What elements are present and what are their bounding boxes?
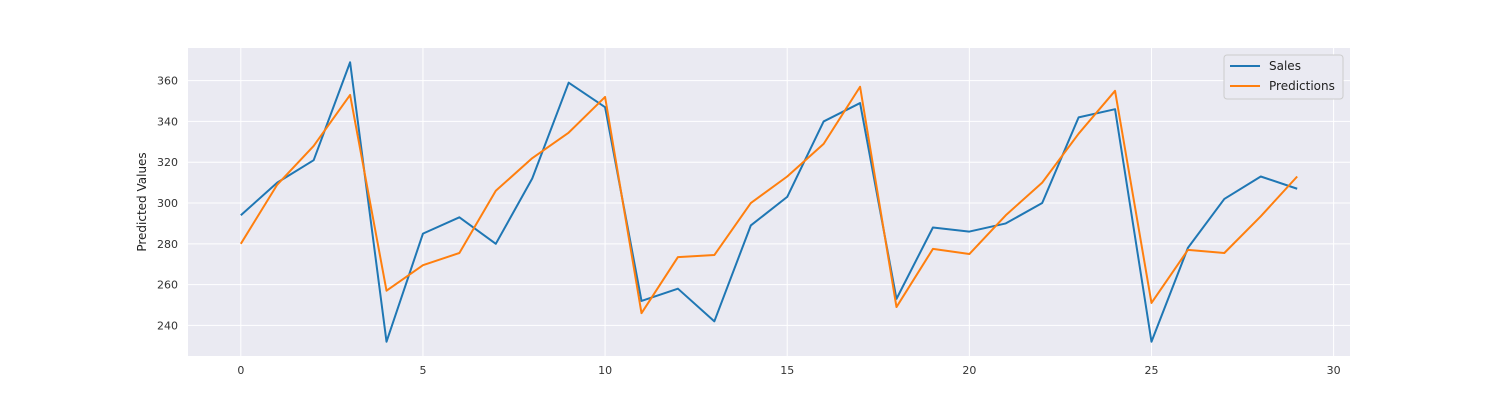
x-tick-label: 15 [780,364,794,377]
x-tick-label: 5 [419,364,426,377]
x-tick-label: 25 [1144,364,1158,377]
y-tick-label: 340 [157,115,178,128]
plot-area [188,48,1350,356]
x-tick-label: 10 [598,364,612,377]
series-lines [239,61,1298,343]
y-axis-label: Predicted Values [135,152,149,251]
grid-lines [188,48,1350,356]
legend-label-predictions: Predictions [1269,79,1335,93]
y-tick-label: 360 [157,75,178,88]
x-tick-label: 20 [962,364,976,377]
y-tick-label: 320 [157,156,178,169]
y-axis-ticks: 240 260 280 300 320 340 360 [157,75,178,333]
series-line-sales [240,61,1298,343]
y-tick-label: 240 [157,319,178,332]
x-axis-ticks: 0 5 10 15 20 25 30 [237,364,1340,377]
y-tick-label: 260 [157,279,178,292]
series-line-predictions [239,85,1298,315]
x-tick-label: 30 [1327,364,1341,377]
y-tick-label: 300 [157,197,178,210]
legend-label-sales: Sales [1269,59,1301,73]
legend: Sales Predictions [1223,54,1344,100]
x-tick-label: 0 [237,364,244,377]
y-tick-label: 280 [157,238,178,251]
